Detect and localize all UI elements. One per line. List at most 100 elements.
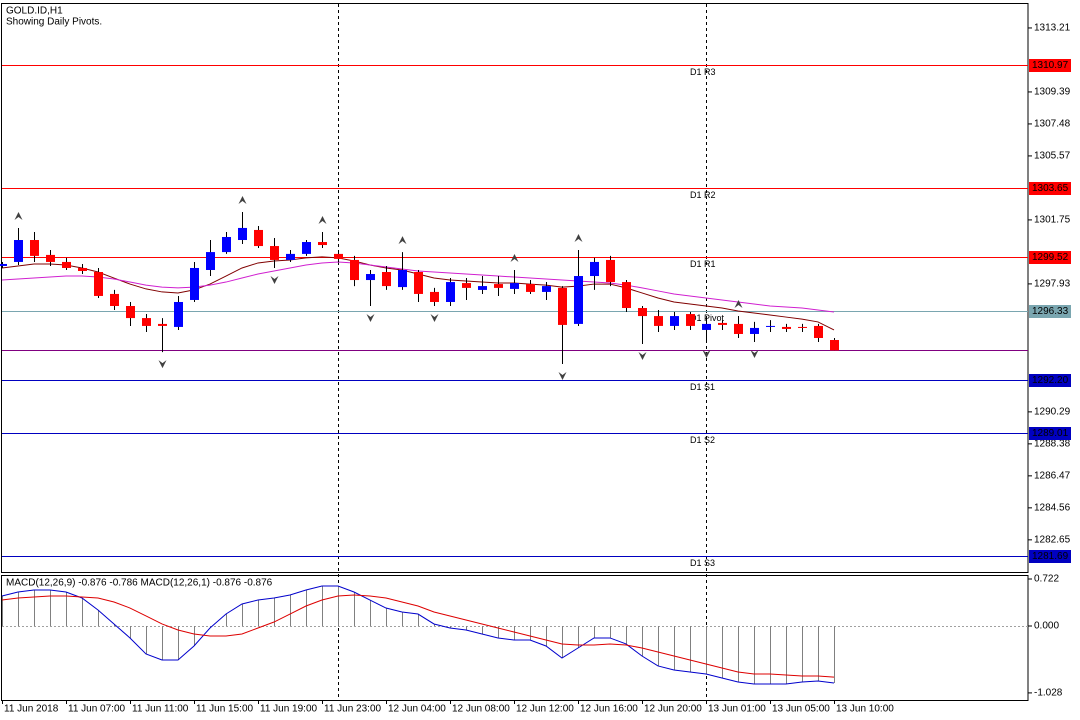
- candle-body: [462, 283, 471, 288]
- candle-body: [734, 323, 743, 334]
- x-tick-label: 12 Jun 12:00: [516, 704, 574, 715]
- candle-body: [654, 316, 663, 326]
- candle-body: [798, 326, 807, 328]
- fractal-down: [558, 371, 567, 380]
- candle-body: [158, 323, 167, 326]
- y-tick-label: 1288.38: [1034, 439, 1071, 450]
- pivot-label: D1 R2: [690, 190, 716, 200]
- pivot-label: D1 Pivot: [690, 313, 725, 323]
- x-tick-label: 11 Jun 23:00: [324, 704, 382, 715]
- candle-body: [478, 286, 487, 290]
- y-tick-label: 1307.48: [1034, 119, 1071, 130]
- y-tick-label: 1313.21: [1034, 23, 1071, 34]
- y-tick-label: 1286.47: [1034, 470, 1071, 481]
- candle-body: [222, 236, 231, 253]
- price-box: [1029, 182, 1071, 195]
- fractal-down: [270, 275, 279, 284]
- candle-body: [718, 322, 727, 325]
- y-tick-label: 1282.65: [1034, 534, 1071, 545]
- price-box: [1029, 305, 1071, 318]
- candle-body: [30, 240, 39, 256]
- indicator-note: Showing Daily Pivots.: [6, 17, 102, 28]
- price-box-label: 1296.33: [1032, 306, 1069, 317]
- x-tick-label: 12 Jun 16:00: [580, 704, 638, 715]
- signal-line: [1, 594, 835, 678]
- candle-body: [238, 227, 247, 241]
- candle-body: [590, 261, 599, 277]
- fractal-down: [158, 360, 167, 369]
- x-tick-label: 12 Jun 08:00: [452, 704, 510, 715]
- candle-body: [318, 242, 327, 246]
- candle-body: [638, 308, 647, 317]
- fractal-up: [734, 300, 743, 309]
- price-box: [1029, 59, 1071, 72]
- x-tick-label: 11 Jun 15:00: [196, 704, 254, 715]
- candle-body: [94, 272, 103, 296]
- y-tick-label: 1290.29: [1034, 407, 1071, 418]
- candle-body: [398, 269, 407, 288]
- y-tick-label: 1305.57: [1034, 151, 1071, 162]
- pivot-label: D1 R1: [690, 259, 716, 269]
- candle-body: [542, 286, 551, 292]
- pivot-label: D1 S1: [690, 382, 715, 392]
- fractal-up: [398, 236, 407, 245]
- pivot-label: D1 S3: [690, 558, 715, 568]
- candle-body: [270, 246, 279, 260]
- x-tick-label: 11 Jun 11:00: [132, 704, 189, 715]
- fractal-up: [238, 196, 247, 205]
- price-box-label: 1289.01: [1032, 428, 1069, 439]
- candle-body: [574, 276, 583, 324]
- candle-body: [430, 291, 439, 302]
- candle-body: [606, 259, 615, 283]
- candle-body: [142, 318, 151, 326]
- candle-body: [382, 272, 391, 287]
- price-box: [1029, 427, 1071, 440]
- x-tick-label: 11 Jun 19:00: [260, 704, 318, 715]
- candle-body: [14, 240, 23, 262]
- x-tick-label: 13 Jun 05:00: [772, 704, 830, 715]
- fractal-down: [366, 314, 375, 323]
- candle-body: [814, 325, 823, 338]
- candle-body: [446, 282, 455, 302]
- candle-body: [830, 340, 839, 351]
- y-tick-label: 1309.39: [1034, 87, 1071, 98]
- candle-body: [782, 326, 791, 329]
- fractal-down: [750, 350, 759, 359]
- y-tick-label: -1.028: [1034, 688, 1063, 699]
- macd-title: MACD(12,26,9) -0.876 -0.786 MACD(12,26,1…: [6, 578, 273, 589]
- price-box: [1029, 251, 1071, 264]
- y-tick-label: 0.722: [1034, 574, 1059, 585]
- candle-body: [126, 306, 135, 319]
- candle-body: [78, 267, 87, 271]
- fractal-down: [638, 352, 647, 361]
- fractal-up: [510, 253, 519, 262]
- candle-body: [0, 263, 7, 266]
- y-tick-label: 1297.93: [1034, 279, 1071, 290]
- candle-body: [558, 287, 567, 325]
- price-box-label: 1299.52: [1032, 252, 1069, 263]
- candle-body: [174, 301, 183, 327]
- x-tick-label: 11 Jun 2018: [4, 704, 59, 715]
- fractal-up: [14, 211, 23, 220]
- candle-body: [350, 259, 359, 281]
- candle-body: [46, 254, 55, 262]
- pivot-label: D1 S2: [690, 435, 715, 445]
- y-tick-label: 1301.75: [1034, 215, 1071, 226]
- candle-body: [686, 314, 695, 326]
- candle-body: [414, 272, 423, 294]
- candle-body: [622, 282, 631, 309]
- price-box-label: 1292.20: [1032, 375, 1069, 386]
- candle-body: [750, 327, 759, 334]
- candle-body: [670, 316, 679, 326]
- candle-body: [190, 267, 199, 300]
- fractal-up: [574, 234, 583, 243]
- macd-line: [1, 585, 835, 685]
- y-tick-label: 0.000: [1034, 621, 1059, 632]
- candle-body: [766, 325, 775, 327]
- symbol-label: GOLD.ID,H1: [6, 6, 63, 17]
- price-box-label: 1303.65: [1032, 183, 1069, 194]
- price-box: [1029, 550, 1071, 563]
